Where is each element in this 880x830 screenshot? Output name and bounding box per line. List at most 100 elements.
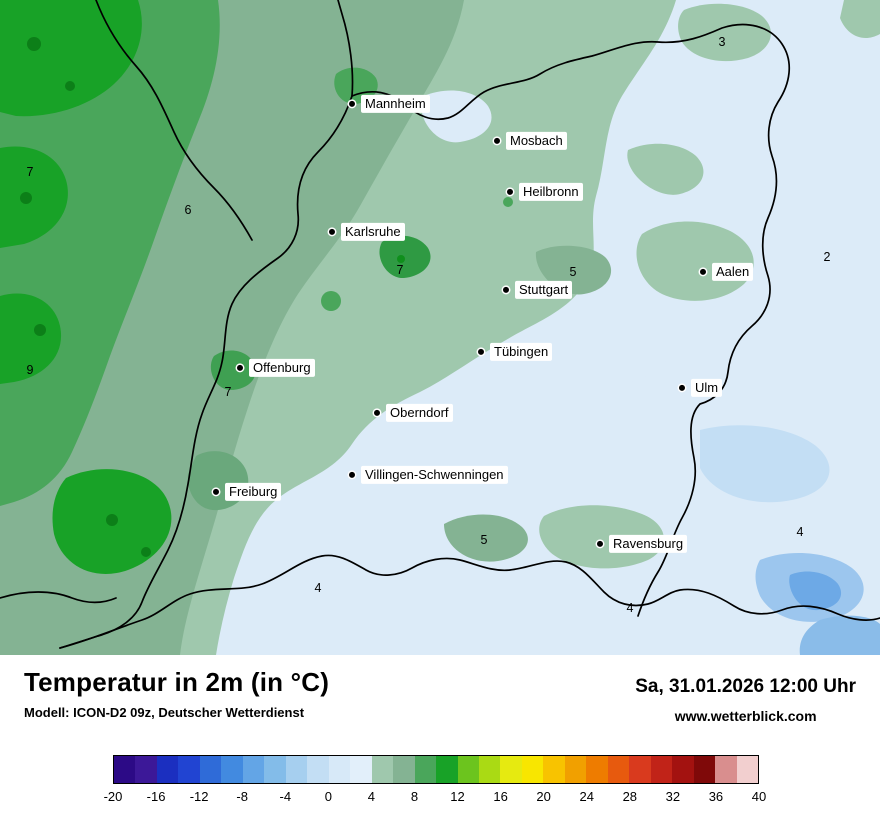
colorbar-cell (629, 756, 651, 783)
colorbar-cell (543, 756, 565, 783)
city-dot-icon (503, 287, 509, 293)
colorbar-cell (285, 756, 308, 783)
temp-value-label: 9 (26, 363, 34, 377)
colorbar-tick-label: 36 (708, 789, 724, 804)
colorbar-cell (693, 756, 716, 783)
colorbar-tick-label: 0 (324, 789, 332, 804)
city-label: Karlsruhe (341, 222, 405, 242)
colorbar-cell (371, 756, 394, 783)
map-title: Temperatur in 2m (in °C) (24, 667, 330, 697)
colorbar-cell (586, 756, 608, 783)
map-footer: Temperatur in 2m (in °C) Modell: ICON-D2… (0, 655, 880, 830)
city-marker-villingen-schwenningen: Villingen-Schwenningen (349, 465, 508, 485)
footer-left-column: Temperatur in 2m (in °C) Modell: ICON-D2… (24, 667, 329, 720)
colorbar-tick-label: 28 (622, 789, 638, 804)
colorbar-cell (114, 756, 136, 783)
city-dot-icon (494, 138, 500, 144)
city-marker-stuttgart: Stuttgart (503, 280, 573, 300)
temp-value-label: 4 (626, 601, 634, 615)
temp-value-label: 5 (480, 533, 488, 547)
city-dot-icon (213, 489, 219, 495)
colorbar-cell (414, 756, 437, 783)
city-dot-icon (478, 349, 484, 355)
temp-value-label: 3 (718, 35, 726, 49)
footer-header-row: Temperatur in 2m (in °C) Modell: ICON-D2… (0, 655, 880, 724)
colorbar-cell (650, 756, 673, 783)
website-label: www.wetterblick.com (674, 708, 817, 724)
colorbar-cell (736, 756, 759, 783)
city-marker-ulm: Ulm (679, 378, 723, 398)
city-marker-ravensburg: Ravensburg (597, 534, 688, 554)
city-marker-mosbach: Mosbach (494, 131, 567, 151)
city-marker-t-bingen: Tübingen (478, 342, 553, 362)
city-marker-offenburg: Offenburg (237, 358, 315, 378)
colorbar-cell (672, 756, 694, 783)
colorbar-cell (521, 756, 544, 783)
colorbar-tick-label: 32 (665, 789, 681, 804)
colorbar-cell (393, 756, 415, 783)
city-dot-icon (597, 541, 603, 547)
temp-value-label: 5 (569, 265, 577, 279)
colorbar-tick-label: -4 (279, 789, 292, 804)
colorbar-cell (135, 756, 157, 783)
city-label: Mannheim (361, 94, 430, 114)
city-dot-icon (349, 472, 355, 478)
map-area: Mannheim Mosbach Heilbronn Karlsruhe Stuttga… (0, 0, 880, 655)
colorbar-cell (457, 756, 479, 783)
city-dot-icon (700, 269, 706, 275)
colorbar-tick-label: -16 (146, 789, 166, 804)
colorbar-tick-label: 24 (579, 789, 594, 804)
colorbar-cell (307, 756, 329, 783)
colorbar-tick-label: 4 (367, 789, 376, 804)
city-label: Stuttgart (515, 280, 573, 300)
colorbar-cell (199, 756, 222, 783)
forecast-datetime: Sa, 31.01.2026 12:00 Uhr (635, 676, 856, 697)
city-dot-icon (349, 101, 355, 107)
city-label: Ravensburg (609, 534, 688, 554)
colorbar-tick-label: -12 (189, 789, 209, 804)
temp-value-label: 2 (823, 250, 831, 264)
city-dot-icon (329, 229, 335, 235)
colorbar-cell (478, 756, 501, 783)
colorbar-tick-label: 16 (493, 789, 508, 804)
colorbar (113, 755, 759, 784)
city-dot-icon (374, 410, 380, 416)
colorbar-tick-label: 40 (751, 789, 767, 804)
colorbar-cell (221, 756, 243, 783)
colorbar-tick-label: 8 (410, 789, 419, 804)
boundary-lines (0, 0, 880, 649)
colorbar-cell (242, 756, 265, 783)
colorbar-cell (564, 756, 587, 783)
colorbar-cell (328, 756, 351, 783)
city-marker-karlsruhe: Karlsruhe (329, 222, 405, 242)
colorbar-cell (500, 756, 522, 783)
model-info: Modell: ICON-D2 09z, Deutscher Wetterdie… (24, 705, 305, 720)
colorbar-tick-label: 12 (450, 789, 465, 804)
temperature-field-svg (0, 0, 880, 655)
temp-value-label: 4 (314, 581, 322, 595)
colorbar-tick-label: -20 (103, 789, 123, 804)
city-label: Mosbach (506, 131, 567, 151)
city-label: Offenburg (249, 358, 315, 378)
temp-value-label: 7 (224, 385, 232, 399)
temp-value-label: 6 (184, 203, 192, 217)
city-dot-icon (679, 385, 685, 391)
city-label: Tübingen (490, 342, 553, 362)
map-overlay: Mannheim Mosbach Heilbronn Karlsruhe Stuttga… (26, 35, 831, 615)
city-marker-aalen: Aalen (700, 262, 754, 282)
city-label: Villingen-Schwenningen (361, 465, 508, 485)
city-label: Oberndorf (386, 403, 453, 423)
city-marker-heilbronn: Heilbronn (507, 182, 583, 202)
temperature-scale: -20 -16 -12 -8 -4 0 4 8 12 16 20 24 28 32 36 40 (104, 755, 767, 807)
colorbar-cell (350, 756, 372, 783)
colorbar-cell (607, 756, 630, 783)
city-marker-mannheim: Mannheim (349, 94, 430, 114)
colorbar-tick-label: -8 (236, 789, 248, 804)
colorbar-ticks: -20 -16 -12 -8 -4 0 4 8 12 16 20 24 28 32 36 40 (104, 789, 767, 807)
city-marker-freiburg: Freiburg (213, 482, 282, 502)
city-label: Freiburg (225, 482, 282, 502)
city-marker-oberndorf: Oberndorf (374, 403, 453, 423)
city-dot-icon (507, 189, 513, 195)
temp-value-label: 7 (396, 263, 404, 277)
